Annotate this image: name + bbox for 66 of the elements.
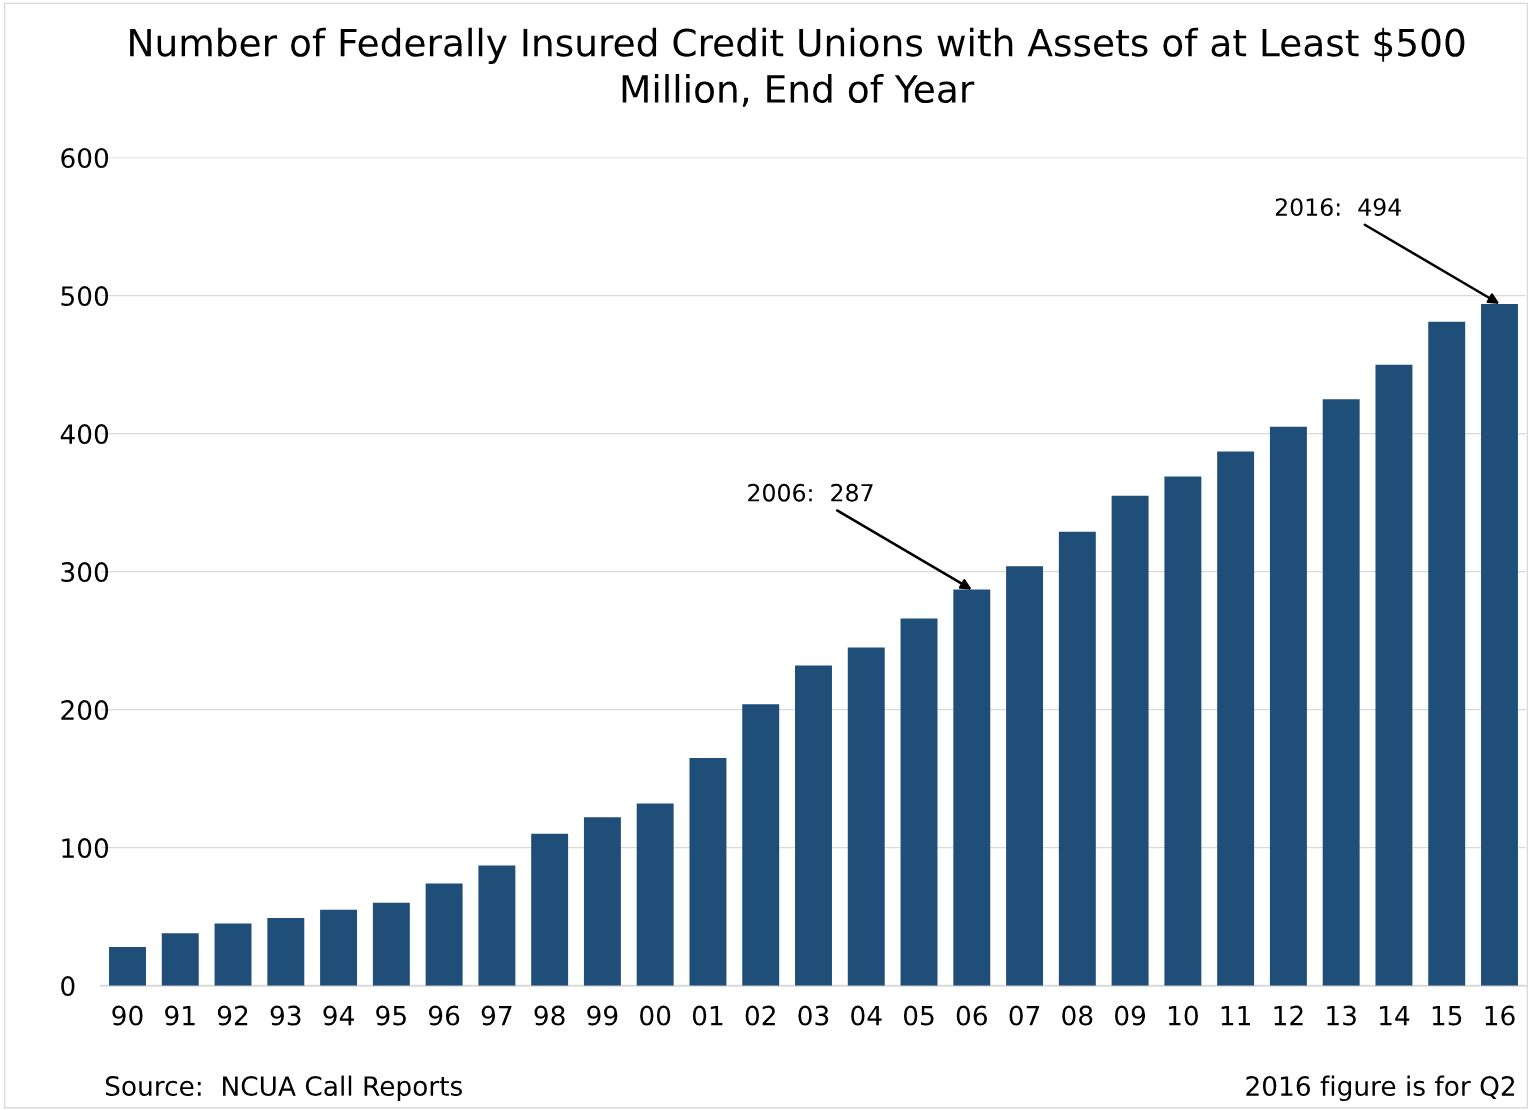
x-tick-label: 14: [1380, 1005, 1410, 1026]
y-tick-label: 600: [61, 148, 109, 169]
x-tick-label: 98: [534, 1005, 565, 1026]
x-tick-label: 92: [217, 1005, 248, 1026]
y-tick-label: 200: [61, 700, 109, 721]
bar: [900, 618, 938, 986]
x-tick-label: 95: [376, 1005, 406, 1026]
y-tick-label: 400: [60, 424, 109, 445]
bar: [689, 757, 727, 986]
x-tick-label: 97: [481, 1005, 512, 1026]
x-tick-label: 16: [1485, 1005, 1515, 1026]
bar: [1164, 476, 1202, 986]
x-tick-label: 93: [270, 1005, 301, 1026]
x-tick-label: 00: [640, 1005, 671, 1026]
x-tick-label: 94: [323, 1005, 354, 1026]
bar: [742, 704, 780, 986]
y-tick-label: 0: [61, 976, 75, 997]
bar: [1322, 399, 1360, 986]
bar: [1006, 566, 1044, 986]
y-tick-label: 500: [61, 286, 109, 307]
x-tick-label: 04: [851, 1005, 882, 1026]
x-tick-label: 96: [428, 1005, 460, 1026]
bar: [1269, 426, 1307, 986]
bar: [214, 923, 252, 986]
x-tick-label: 08: [1062, 1005, 1093, 1026]
bar: [1428, 321, 1466, 986]
bar: [1481, 303, 1518, 986]
x-tick-label: 99: [587, 1005, 618, 1026]
bar: [320, 909, 358, 986]
bar: [1375, 364, 1413, 986]
bar: [953, 589, 991, 986]
bar: [425, 883, 463, 986]
x-tick-label: 07: [1009, 1005, 1040, 1026]
x-tick-label: 10: [1168, 1005, 1198, 1026]
annotation: 2006: 287: [748, 483, 873, 502]
x-tick-label: 06: [956, 1005, 987, 1026]
x-tick-label: 15: [1432, 1005, 1462, 1026]
x-tick-label: 12: [1274, 1005, 1303, 1026]
bar: [583, 817, 621, 986]
x-tick-label: 90: [112, 1005, 143, 1026]
y-tick-label: 300: [61, 562, 109, 583]
x-tick-label: 13: [1327, 1005, 1356, 1026]
bar: [1058, 531, 1096, 986]
source-note: Source: NCUA Call Reports: [105, 1075, 462, 1102]
bar: [478, 865, 516, 986]
bar: [372, 902, 410, 986]
bar: [847, 647, 885, 986]
chart-title: Number of Federally Insured Credit Unions with Assets of at Least $500 Million, End of Year: [130, 27, 1465, 107]
bar: [161, 933, 199, 986]
bar: [1217, 451, 1255, 986]
x-tick-label: 05: [903, 1005, 934, 1026]
annotation: 2016: 494: [1275, 198, 1401, 216]
x-tick-label: 09: [1115, 1005, 1146, 1026]
x-tick-label: 91: [165, 1005, 195, 1026]
x-tick-label: 11: [1221, 1005, 1250, 1026]
bar: [1111, 495, 1149, 986]
bar: [795, 665, 832, 986]
bar: [636, 803, 674, 986]
bar: [267, 918, 305, 986]
y-tick-label: 100: [62, 838, 109, 859]
text: 2016 figure is for Q2: [1246, 1075, 1515, 1102]
x-tick-label: 03: [798, 1005, 829, 1026]
bar: [531, 833, 569, 986]
bar: [109, 947, 146, 986]
x-tick-label: 01: [692, 1005, 723, 1026]
x-tick-label: 02: [745, 1005, 775, 1026]
